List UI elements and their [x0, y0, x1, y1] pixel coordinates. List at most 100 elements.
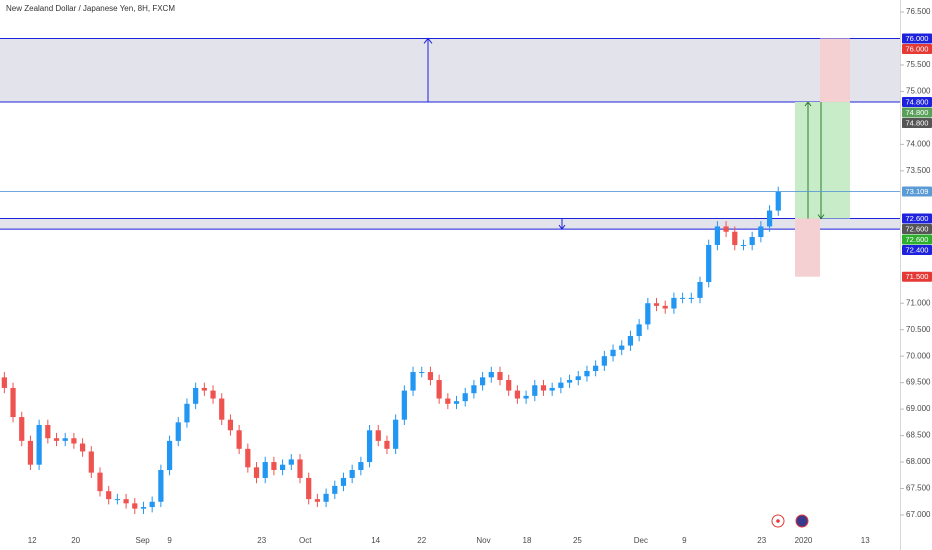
candle-body: [584, 370, 590, 377]
candle-body: [358, 462, 364, 470]
candle-body: [393, 419, 399, 449]
y-tick-label: 76.500: [906, 7, 931, 16]
candle-body: [680, 297, 686, 299]
candle-body: [662, 305, 668, 309]
price-axis: 76.500 75.500 75.000 74.000 73.500 71.000 70.5…: [900, 7, 932, 519]
candle-body: [45, 424, 51, 439]
price-label: 72.600: [906, 235, 929, 244]
candle-body: [114, 499, 120, 501]
candle-body: [427, 372, 434, 380]
candles: [1, 186, 781, 514]
candle-body: [271, 462, 277, 470]
price-label-box: [902, 107, 932, 118]
price-label-box: [902, 213, 932, 224]
y-tick-label: 73.500: [906, 166, 931, 175]
candle-body: [340, 477, 347, 486]
price-label-box: [902, 244, 932, 255]
candle-body: [62, 438, 68, 441]
y-tick-label: 68.000: [906, 457, 931, 466]
candle-body: [149, 501, 155, 508]
candle-body: [27, 440, 34, 465]
x-tick-label: 18: [523, 536, 532, 545]
x-tick-label: 23: [757, 536, 766, 545]
candle-body: [401, 390, 407, 420]
price-label: 72.600: [906, 214, 929, 223]
price-label: 72.400: [906, 245, 929, 254]
price-label-box: [902, 186, 932, 197]
x-tick-label: 25: [573, 536, 582, 545]
candle-body: [714, 226, 720, 245]
drawings: [0, 37, 900, 277]
candle-body: [193, 387, 199, 404]
event-icon[interactable]: [795, 514, 809, 528]
price-label: 74.800: [906, 97, 929, 106]
price-label: 73.109: [906, 187, 929, 196]
x-tick-label: 22: [417, 536, 426, 545]
x-tick-label: 2020: [795, 536, 813, 545]
candle-body: [262, 462, 268, 478]
x-tick-label: 23: [257, 536, 266, 545]
candle-body: [97, 472, 103, 492]
candle-body: [732, 231, 738, 245]
candle-body: [549, 387, 555, 391]
event-icon[interactable]: [771, 514, 785, 528]
x-tick-label: Oct: [299, 536, 312, 545]
price-label: 74.800: [906, 118, 929, 127]
arrow-head: [817, 214, 825, 220]
candle-body: [514, 390, 520, 399]
candle-body: [132, 503, 138, 509]
candle-body: [236, 430, 242, 449]
x-tick-label: 12: [28, 536, 37, 545]
candle-body: [384, 440, 390, 449]
loss-area: [820, 38, 850, 103]
y-tick-label: 75.500: [906, 60, 931, 69]
candle-body: [332, 485, 338, 494]
y-tick-label: 71.000: [906, 298, 931, 307]
candle-body: [349, 469, 355, 478]
price-label-box: [902, 271, 932, 282]
y-tick-label: 67.500: [906, 484, 931, 493]
candle-body: [71, 438, 77, 444]
candle-body: [80, 443, 86, 452]
price-label-box: [902, 97, 932, 108]
candle-body: [523, 395, 529, 399]
candle-body: [10, 387, 16, 418]
y-tick-label: 70.000: [906, 351, 931, 360]
candle-body: [697, 282, 703, 298]
candle-body: [593, 365, 599, 371]
y-tick-label: 70.500: [906, 325, 931, 334]
candle-body: [532, 385, 538, 396]
candle-body: [540, 385, 547, 391]
candle-body: [106, 491, 112, 500]
price-label-box: [902, 118, 932, 129]
candle-body: [323, 493, 329, 502]
candle-body: [506, 379, 512, 391]
candle-body: [723, 226, 729, 232]
candle-body: [706, 244, 712, 283]
candle-body: [140, 507, 147, 509]
price-label-box: [902, 223, 932, 234]
candle-body: [453, 401, 460, 404]
candle-body: [471, 385, 477, 394]
x-tick-label: 13: [861, 536, 870, 545]
arrow-head: [804, 101, 812, 107]
candle-body: [436, 379, 442, 399]
candle-body: [201, 387, 207, 391]
candle-body: [627, 336, 634, 346]
x-tick-label: Dec: [634, 536, 648, 545]
candle-body: [645, 303, 651, 325]
price-label: 76.000: [906, 34, 929, 43]
loss-area: [795, 218, 820, 277]
x-tick-label: Nov: [476, 536, 490, 545]
x-tick-label: 9: [167, 536, 172, 545]
candle-body: [575, 376, 581, 380]
candle-body: [653, 303, 660, 306]
x-tick-label: 9: [682, 536, 687, 545]
price-label: 74.800: [906, 108, 929, 117]
candle-body: [245, 448, 251, 468]
candle-body: [671, 297, 677, 309]
y-tick-label: 74.000: [906, 139, 931, 148]
y-tick-label: 69.000: [906, 404, 931, 413]
candle-body: [766, 210, 773, 227]
